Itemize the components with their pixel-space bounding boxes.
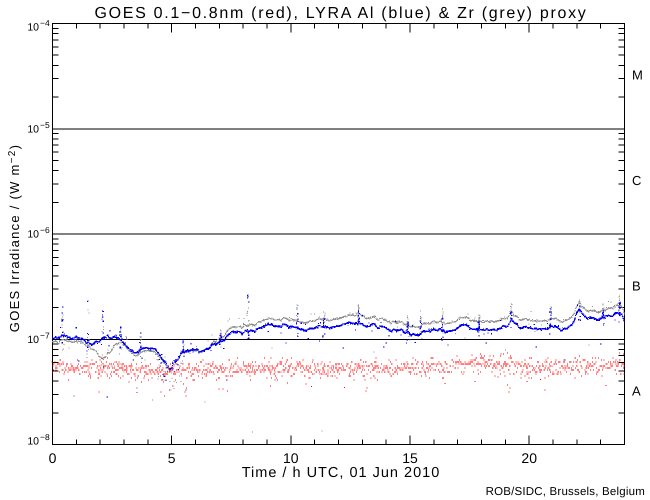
svg-text:A: A [632,383,641,398]
svg-text:10: 10 [27,22,39,34]
svg-text:0: 0 [49,450,57,466]
svg-text:−5: −5 [40,120,50,130]
svg-text:−4: −4 [40,18,50,28]
svg-text:ROB/SIDC, Brussels, Belgium: ROB/SIDC, Brussels, Belgium [486,486,645,498]
svg-text:10: 10 [27,334,39,346]
svg-text:M: M [632,67,643,82]
svg-text:20: 20 [521,450,537,466]
svg-text:10: 10 [27,436,39,448]
svg-text:GOES 0.1−0.8nm (red), LYRA Al: GOES 0.1−0.8nm (red), LYRA Al (blue) & Z… [95,5,588,22]
svg-text:15: 15 [402,450,418,466]
svg-text:−7: −7 [40,331,50,341]
svg-text:−6: −6 [40,225,50,235]
svg-text:10: 10 [283,450,299,466]
svg-text:GOES Irradiance / (W m−2): GOES Irradiance / (W m−2) [7,144,22,332]
svg-text:C: C [632,173,641,188]
svg-text:10: 10 [27,229,39,241]
svg-text:−8: −8 [40,432,50,442]
svg-text:Time / h UTC, 01 Jun 2010: Time / h UTC, 01 Jun 2010 [242,465,441,481]
svg-text:5: 5 [168,450,176,466]
svg-text:10: 10 [27,124,39,136]
svg-text:B: B [632,278,641,293]
